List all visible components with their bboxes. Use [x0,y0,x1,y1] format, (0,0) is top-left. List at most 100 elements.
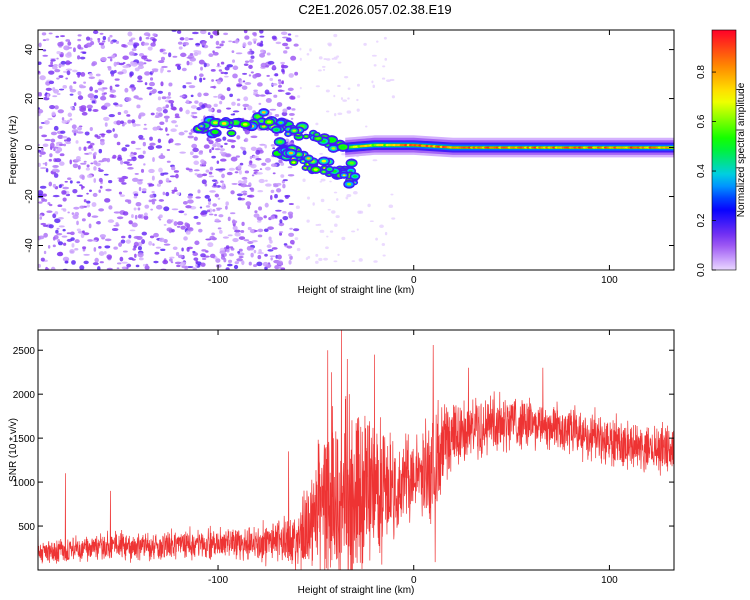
spectrogram-noise-blob [142,263,146,267]
spectrogram-noise-blob [205,238,212,241]
spectrogram-noise-blob [112,102,119,106]
spectrogram-noise-blob [235,52,243,55]
spectrogram-noise-blob [267,226,274,230]
spectrogram-noise-blob [211,232,215,236]
spectrogram-noise-blob [203,144,210,149]
spectrogram-noise-blob [59,161,65,166]
spectrogram-noise-blob [186,246,190,252]
snr-y-tick-label: 2500 [13,346,36,357]
spectrogram-noise-blob [129,71,134,77]
spectrogram-noise-blob [326,235,329,238]
spectrogram-noise-blob [176,264,181,268]
spectrogram-noise-blob [267,60,275,65]
spectrogram-noise-blob [238,248,243,252]
spectrogram-noise-blob [157,216,161,219]
spectrogram-noise-blob [198,150,203,155]
spectrogram-noise-blob [259,43,264,47]
spectrogram-noise-blob [391,217,396,220]
spectrogram-noise-blob [217,227,222,230]
spectrogram-noise-blob [356,108,360,112]
spectrogram-noise-blob [269,108,277,111]
spectrogram-noise-blob [259,52,266,58]
spectrogram-noise-blob [116,120,122,126]
spectrogram-noise-blob [54,105,59,110]
spectrogram-noise-blob [284,195,289,199]
spectrogram-noise-blob [98,177,103,183]
spectrogram-noise-blob [109,85,113,91]
spectrogram-noise-blob [214,193,220,198]
spectrogram-noise-blob [199,77,203,83]
spectrogram-noise-blob [212,208,216,212]
spectrogram-noise-blob [194,75,197,81]
spectrogram-noise-blob [48,158,52,162]
spectrogram-branch-blob [302,160,305,162]
spectrogram-branch-blob [286,133,290,135]
spectrogram-noise-blob [104,122,108,127]
spectrogram-noise-blob [280,31,288,36]
spectrogram-noise-blob [80,162,87,165]
spectrogram-noise-blob [39,185,47,189]
spectrogram-noise-blob [189,151,194,156]
spectrogram-noise-blob [288,232,295,237]
spectrogram-noise-blob [233,264,239,270]
spectrogram-noise-blob [102,87,108,90]
spectrogram-noise-blob [170,103,174,108]
spectrogram-noise-blob [219,250,226,255]
snr-x-tick-label: 0 [411,575,417,586]
spectrogram-noise-blob [94,134,99,138]
spectrogram-noise-blob [141,190,147,194]
spectrogram-noise-blob [157,138,162,143]
snr-x-tick-label: 100 [601,575,618,586]
spectrogram-noise-blob [373,64,377,67]
spectrogram-noise-blob [175,251,180,257]
spectrogram-noise-blob [61,119,68,124]
spectrogram-y-axis-label: Frequency (Hz) [8,116,19,185]
spectrogram-noise-blob [191,31,199,35]
spectrogram-noise-blob [54,211,59,215]
spectrogram-noise-blob [166,219,172,224]
spectrogram-noise-blob [57,41,64,47]
spectrogram-noise-blob [82,246,87,250]
spectrogram-noise-blob [47,245,51,249]
spectrogram-y-tick-label: -40 [24,238,35,253]
spectrogram-branch-blob [329,138,335,142]
spectrogram-noise-blob [70,237,75,241]
spectrogram-noise-blob [38,190,44,196]
spectrogram-noise-blob [149,194,155,199]
spectrogram-branch-blob [346,182,352,186]
spectrogram-noise-blob [223,71,228,75]
spectrogram-noise-blob [77,44,82,50]
spectrogram-noise-blob [92,262,99,266]
spectrogram-noise-blob [113,246,118,250]
spectrogram-noise-blob [265,157,272,163]
spectrogram-noise-blob [147,46,153,51]
spectrogram-noise-blob [155,112,159,115]
spectrogram-noise-blob [158,199,165,202]
spectrogram-noise-blob [206,104,212,109]
spectrogram-noise-blob [83,81,87,84]
spectrogram-noise-blob [237,164,242,170]
spectrogram-noise-blob [77,38,82,42]
spectrogram-noise-blob [58,251,63,256]
spectrogram-noise-blob [224,75,229,78]
spectrogram-noise-blob [181,67,187,72]
spectrogram-noise-blob [382,254,386,257]
spectrogram-noise-blob [345,196,349,200]
spectrogram-noise-blob [372,84,376,89]
spectrogram-noise-blob [95,73,101,77]
spectrogram-noise-blob [93,154,96,160]
spectrogram-noise-blob [242,72,248,75]
spectrogram-noise-blob [193,215,199,219]
spectrogram-noise-blob [247,41,253,46]
spectrogram-noise-blob [158,179,163,185]
spectrogram-noise-blob [271,35,277,40]
spectrogram-noise-blob [69,93,74,96]
spectrogram-noise-blob [48,224,54,229]
spectrogram-noise-blob [239,162,244,166]
spectrogram-branch-blob [233,121,238,124]
spectrogram-noise-blob [220,145,224,148]
spectrogram-noise-blob [278,80,282,85]
spectrogram-noise-blob [208,53,214,58]
spectrogram-noise-blob [159,121,165,126]
spectrogram-noise-blob [306,219,310,223]
